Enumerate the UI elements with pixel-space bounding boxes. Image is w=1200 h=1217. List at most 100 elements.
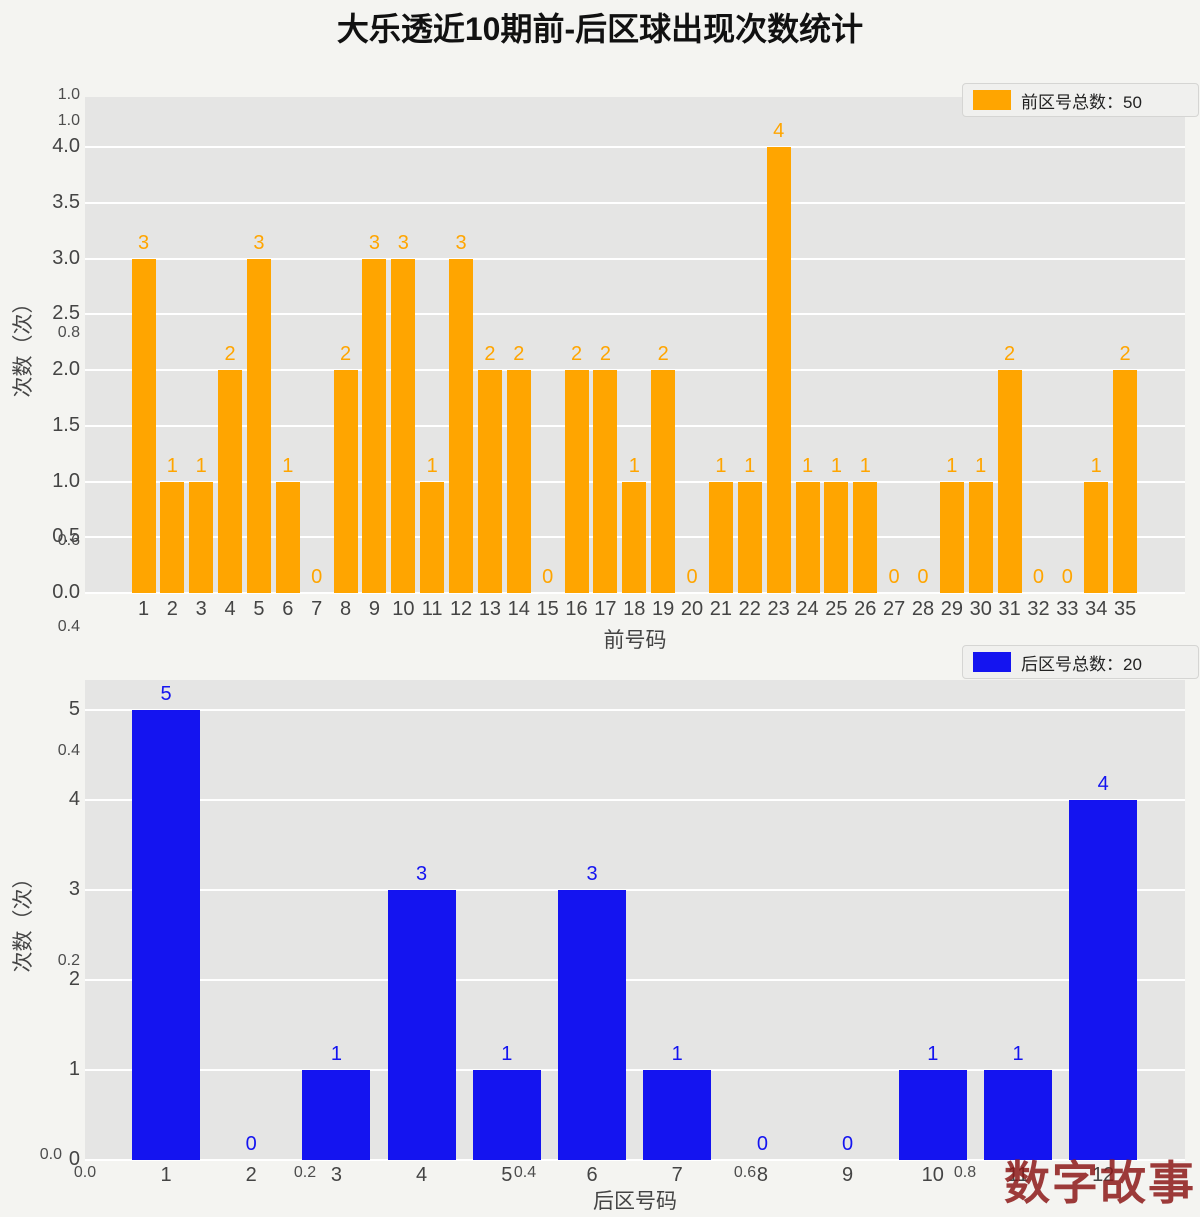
y-tick-label: 1.0 xyxy=(52,469,80,492)
x-tick-label: 8 xyxy=(756,1164,768,1186)
front-bar-14 xyxy=(506,370,531,593)
gridline xyxy=(85,1068,1185,1071)
front-legend: 前区号总数：50 xyxy=(962,83,1199,117)
bar-value-label: 0 xyxy=(245,1133,257,1155)
x-tick-label: 24 xyxy=(796,598,819,620)
x-tick-label: 28 xyxy=(911,598,935,620)
bar-value-label: 3 xyxy=(397,231,409,254)
bar-value-label: 3 xyxy=(416,862,428,885)
front-bar-16 xyxy=(564,370,589,593)
bar-value-label: 2 xyxy=(224,343,236,366)
x-tick-label: 22 xyxy=(738,598,761,620)
legend-label: 后区号总数：20 xyxy=(1021,654,1142,674)
bar-value-label: 2 xyxy=(1004,343,1016,366)
front-x-axis-label: 前号码 xyxy=(603,629,667,652)
front-bar-23 xyxy=(766,147,791,593)
x-tick-label: 17 xyxy=(594,598,617,620)
bar-value-label: 1 xyxy=(501,1042,513,1065)
front-bar-29 xyxy=(939,481,964,593)
bar-value-label: 1 xyxy=(1090,454,1102,477)
bar-value-label: 2 xyxy=(1119,343,1131,366)
gridline xyxy=(85,1159,1185,1161)
front-bar-11 xyxy=(420,481,445,593)
y-tick-label: 5 xyxy=(68,697,80,720)
front-bar-1 xyxy=(131,258,156,593)
gridline xyxy=(85,146,1185,149)
y-tick-label: 0.0 xyxy=(52,581,80,603)
x-tick-label: 9 xyxy=(368,598,381,620)
bar-value-label: 1 xyxy=(975,454,987,477)
x-tick-label: 19 xyxy=(652,598,675,620)
x-tick-label: 26 xyxy=(854,598,877,620)
bar-value-label: 1 xyxy=(330,1042,342,1065)
front-bar-22 xyxy=(737,481,762,593)
back-legend: 后区号总数：20 xyxy=(962,645,1199,679)
x-tick-label: 3 xyxy=(330,1164,342,1186)
y-tick-label: 0.5 xyxy=(52,525,80,548)
bar-value-label: 1 xyxy=(801,454,814,477)
x-tick-label: 12 xyxy=(449,598,473,620)
front-bar-2 xyxy=(160,481,185,593)
back-bar-7 xyxy=(643,1069,712,1160)
back-bar-1 xyxy=(132,709,200,1160)
x-tick-label: 11 xyxy=(1007,1164,1029,1186)
background-tick-label: 1.0 xyxy=(57,112,80,129)
gridline xyxy=(85,201,1185,204)
background-tick-label: 0.6 xyxy=(57,532,80,549)
back-bar-4 xyxy=(387,889,456,1160)
front-bar-5 xyxy=(246,258,271,593)
legend-swatch xyxy=(973,652,1011,672)
front-bar-26 xyxy=(853,481,878,593)
gridline xyxy=(85,424,1185,427)
background-tick-label: 0.4 xyxy=(57,742,80,759)
front-bar-25 xyxy=(824,481,849,593)
x-tick-label: 6 xyxy=(586,1164,598,1186)
back-bar-10 xyxy=(898,1069,967,1160)
gridline xyxy=(85,888,1185,891)
y-tick-label: 1.5 xyxy=(52,413,80,436)
back-bar-5 xyxy=(472,1069,541,1160)
x-tick-label: 27 xyxy=(882,598,906,620)
x-tick-label: 8 xyxy=(340,598,352,620)
front-bar-13 xyxy=(477,370,502,593)
front-bar-6 xyxy=(275,481,300,593)
x-tick-label: 6 xyxy=(282,598,294,620)
x-tick-label: 1 xyxy=(137,598,150,620)
x-tick-label: 2 xyxy=(166,598,178,620)
y-tick-label: 3.0 xyxy=(52,246,80,269)
back-bar-6 xyxy=(558,889,626,1160)
x-tick-label: 3 xyxy=(195,598,207,620)
x-tick-label: 29 xyxy=(940,598,963,620)
background-tick-label: 0.8 xyxy=(953,1164,977,1181)
front-bar-34 xyxy=(1084,481,1109,593)
y-tick-label: 4 xyxy=(68,787,80,810)
y-tick-label: 2.5 xyxy=(52,302,80,325)
x-tick-label: 31 xyxy=(998,598,1021,620)
x-tick-label: 23 xyxy=(767,598,790,620)
bar-value-label: 1 xyxy=(744,454,756,477)
gridline xyxy=(85,708,1185,711)
x-tick-label: 1 xyxy=(160,1164,172,1186)
y-tick-label: 4.0 xyxy=(52,135,80,158)
x-tick-label: 9 xyxy=(842,1164,854,1186)
gridline xyxy=(85,798,1185,801)
x-tick-label: 32 xyxy=(1027,598,1050,620)
bar-value-label: 0 xyxy=(756,1133,768,1155)
background-tick-label: 0.6 xyxy=(733,1164,757,1181)
x-tick-label: 2 xyxy=(245,1164,257,1186)
front-bar-18 xyxy=(622,481,647,593)
bar-value-label: 1 xyxy=(946,454,958,477)
gridline xyxy=(85,369,1185,372)
front-bar-30 xyxy=(968,481,993,593)
bar-value-label: 2 xyxy=(570,343,583,366)
x-tick-label: 15 xyxy=(536,598,559,620)
bar-value-label: 3 xyxy=(586,862,598,885)
front-bar-3 xyxy=(189,481,214,593)
x-tick-label: 7 xyxy=(671,1164,683,1186)
gridline xyxy=(85,257,1185,260)
y-tick-label: 2 xyxy=(68,967,80,990)
legend-swatch xyxy=(973,90,1011,110)
bar-value-label: 1 xyxy=(282,454,294,477)
background-tick-label: 0.4 xyxy=(513,1164,537,1181)
x-tick-label: 18 xyxy=(623,598,646,620)
